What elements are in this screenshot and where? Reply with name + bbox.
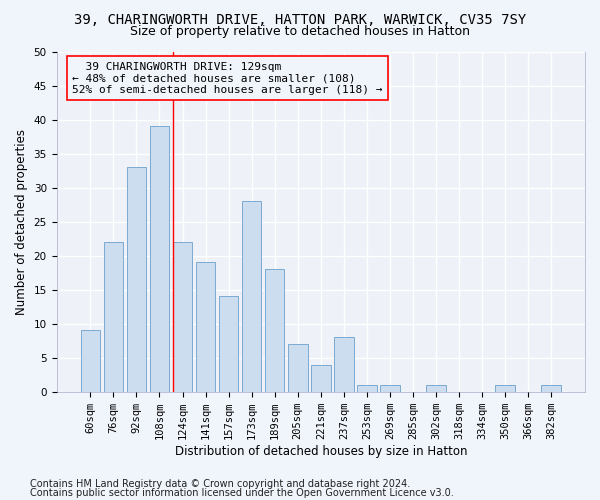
Bar — [149, 126, 169, 392]
Text: Size of property relative to detached houses in Hatton: Size of property relative to detached ho… — [130, 25, 470, 38]
Bar — [541, 385, 561, 392]
Bar — [80, 330, 100, 392]
X-axis label: Distribution of detached houses by size in Hatton: Distribution of detached houses by size … — [175, 444, 467, 458]
Text: Contains HM Land Registry data © Crown copyright and database right 2024.: Contains HM Land Registry data © Crown c… — [30, 479, 410, 489]
Bar — [219, 296, 238, 392]
Bar — [311, 364, 331, 392]
Bar — [380, 385, 400, 392]
Bar — [426, 385, 446, 392]
Bar — [173, 242, 193, 392]
Y-axis label: Number of detached properties: Number of detached properties — [15, 128, 28, 314]
Bar — [288, 344, 308, 392]
Bar — [496, 385, 515, 392]
Bar — [265, 269, 284, 392]
Bar — [196, 262, 215, 392]
Bar — [127, 167, 146, 392]
Bar — [104, 242, 123, 392]
Text: Contains public sector information licensed under the Open Government Licence v3: Contains public sector information licen… — [30, 488, 454, 498]
Bar — [242, 201, 262, 392]
Text: 39, CHARINGWORTH DRIVE, HATTON PARK, WARWICK, CV35 7SY: 39, CHARINGWORTH DRIVE, HATTON PARK, WAR… — [74, 12, 526, 26]
Text: 39 CHARINGWORTH DRIVE: 129sqm
← 48% of detached houses are smaller (108)
52% of : 39 CHARINGWORTH DRIVE: 129sqm ← 48% of d… — [73, 62, 383, 95]
Bar — [357, 385, 377, 392]
Bar — [334, 338, 353, 392]
